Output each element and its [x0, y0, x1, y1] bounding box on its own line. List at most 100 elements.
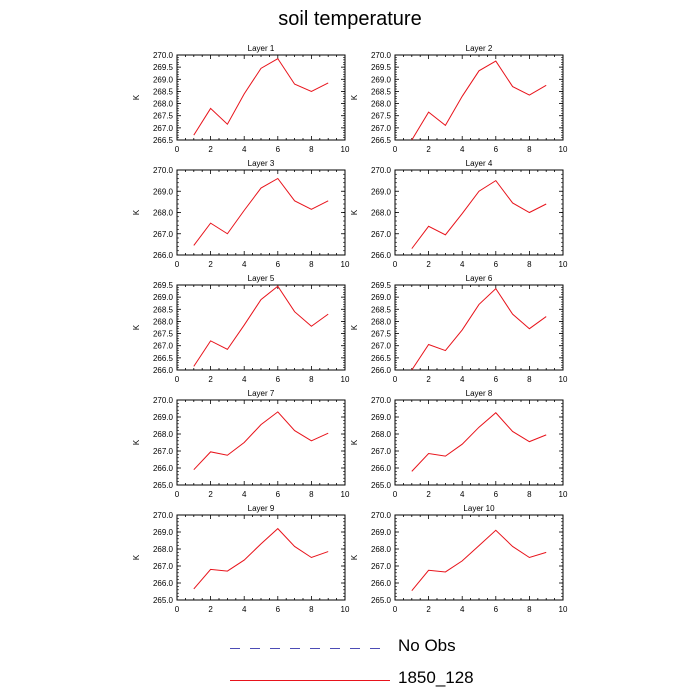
- x-tick-label: 0: [393, 605, 398, 614]
- y-tick-label: 269.0: [371, 413, 392, 422]
- x-tick-label: 8: [527, 605, 532, 614]
- series-line-1850-128: [193, 527, 329, 590]
- x-tick-label: 6: [494, 145, 499, 154]
- y-tick-label: 265.0: [153, 596, 174, 605]
- x-tick-label: 10: [559, 605, 568, 614]
- panel-5: Layer 5 K 0 2 4 6 8 10 266.0 266.5 267.0 267.5 268.0…: [132, 274, 350, 384]
- series-line-1850-128: [411, 529, 547, 591]
- y-tick-label: 269.0: [371, 187, 392, 196]
- x-tick-label: 8: [309, 260, 314, 269]
- y-axis-label: K: [350, 94, 359, 100]
- y-axis-label: K: [132, 209, 141, 215]
- y-tick-label: 267.0: [153, 447, 174, 456]
- panel-title: Layer 9: [248, 504, 275, 513]
- panel-6: Layer 6 K 0 2 4 6 8 10 266.0 266.5 267.0 267.5 268.0…: [350, 274, 568, 384]
- x-tick-label: 0: [175, 605, 180, 614]
- x-tick-label: 2: [208, 490, 213, 499]
- x-tick-label: 2: [426, 375, 431, 384]
- x-tick-label: 2: [426, 260, 431, 269]
- y-tick-label: 268.0: [153, 317, 174, 326]
- y-tick-label: 267.0: [153, 342, 174, 351]
- x-tick-label: 6: [276, 375, 281, 384]
- x-tick-label: 4: [242, 605, 247, 614]
- x-tick-label: 0: [393, 260, 398, 269]
- legend-item-no-obs: No Obs: [230, 636, 530, 662]
- x-tick-label: 2: [208, 145, 213, 154]
- series-line-1850-128: [411, 412, 547, 472]
- y-tick-label: 268.0: [153, 100, 174, 109]
- y-tick-label: 266.0: [153, 366, 174, 375]
- x-tick-label: 0: [175, 145, 180, 154]
- x-tick-label: 10: [341, 375, 350, 384]
- x-tick-label: 10: [559, 490, 568, 499]
- legend-label-1850-128: 1850_128: [398, 668, 474, 687]
- y-tick-label: 266.0: [153, 464, 174, 473]
- y-tick-label: 267.5: [371, 330, 392, 339]
- panel-title: Layer 6: [466, 274, 493, 283]
- panel-2: Layer 2 K 0 2 4 6 8 10 266.5 267.0 267.5 268.0 268.5…: [350, 44, 568, 154]
- panel-8: Layer 8 K 0 2 4 6 8 10 265.0 266.0 267.0 268.0 269.0…: [350, 389, 568, 499]
- y-tick-label: 270.0: [371, 396, 392, 405]
- y-tick-label: 266.0: [153, 251, 174, 260]
- y-tick-label: 267.0: [371, 562, 392, 571]
- x-tick-label: 8: [309, 490, 314, 499]
- series-line-1850-128: [193, 177, 329, 246]
- y-tick-label: 266.0: [371, 366, 392, 375]
- y-tick-label: 267.0: [371, 124, 392, 133]
- x-tick-label: 2: [208, 260, 213, 269]
- x-tick-label: 10: [341, 605, 350, 614]
- panel-title: Layer 1: [248, 44, 275, 53]
- y-tick-label: 266.5: [371, 354, 392, 363]
- y-tick-label: 267.0: [371, 447, 392, 456]
- x-tick-label: 2: [208, 375, 213, 384]
- x-tick-label: 4: [242, 375, 247, 384]
- y-tick-label: 267.0: [371, 342, 392, 351]
- y-tick-label: 269.5: [371, 281, 392, 290]
- x-tick-label: 0: [393, 490, 398, 499]
- panel-7: Layer 7 K 0 2 4 6 8 10 265.0 266.0 267.0 268.0 269.0…: [132, 389, 350, 499]
- x-tick-label: 0: [175, 375, 180, 384]
- y-tick-label: 267.5: [153, 112, 174, 121]
- panel-title: Layer 10: [463, 504, 495, 513]
- series-line-1850-128: [193, 57, 329, 136]
- x-tick-label: 8: [527, 260, 532, 269]
- x-tick-label: 0: [175, 260, 180, 269]
- y-tick-label: 269.0: [153, 187, 174, 196]
- series-line-1850-128: [193, 285, 329, 367]
- x-tick-label: 2: [208, 605, 213, 614]
- y-tick-label: 266.5: [153, 354, 174, 363]
- y-axis-label: K: [350, 554, 359, 560]
- legend-swatch-no-obs: [230, 648, 390, 649]
- x-tick-label: 2: [426, 145, 431, 154]
- y-tick-label: 268.0: [371, 430, 392, 439]
- x-tick-label: 8: [527, 375, 532, 384]
- y-tick-label: 266.0: [371, 579, 392, 588]
- plot-frame: [176, 514, 346, 601]
- plot-frame: [394, 169, 564, 256]
- panel-3: Layer 3 K 0 2 4 6 8 10 266.0 267.0 268.0 269.0 270.0: [132, 159, 350, 269]
- y-tick-label: 269.5: [153, 63, 174, 72]
- panel-title: Layer 2: [466, 44, 493, 53]
- y-tick-label: 270.0: [371, 51, 392, 60]
- x-tick-label: 8: [527, 490, 532, 499]
- x-tick-label: 6: [276, 490, 281, 499]
- y-tick-label: 266.5: [371, 136, 392, 145]
- series-line-1850-128: [411, 287, 547, 371]
- y-tick-label: 269.0: [371, 293, 392, 302]
- x-tick-label: 4: [460, 145, 465, 154]
- x-tick-label: 4: [242, 260, 247, 269]
- panel-4: Layer 4 K 0 2 4 6 8 10 266.0 267.0 268.0 269.0 270.0: [350, 159, 568, 269]
- x-tick-label: 6: [276, 260, 281, 269]
- y-tick-label: 269.0: [153, 413, 174, 422]
- x-tick-label: 8: [527, 145, 532, 154]
- y-tick-label: 266.5: [153, 136, 174, 145]
- series-line-1850-128: [193, 411, 329, 471]
- x-tick-label: 4: [460, 260, 465, 269]
- y-tick-label: 268.5: [153, 305, 174, 314]
- panel-title: Layer 7: [248, 389, 275, 398]
- x-tick-label: 4: [460, 605, 465, 614]
- y-tick-label: 268.0: [153, 209, 174, 218]
- x-tick-label: 8: [309, 375, 314, 384]
- y-axis-label: K: [350, 324, 359, 330]
